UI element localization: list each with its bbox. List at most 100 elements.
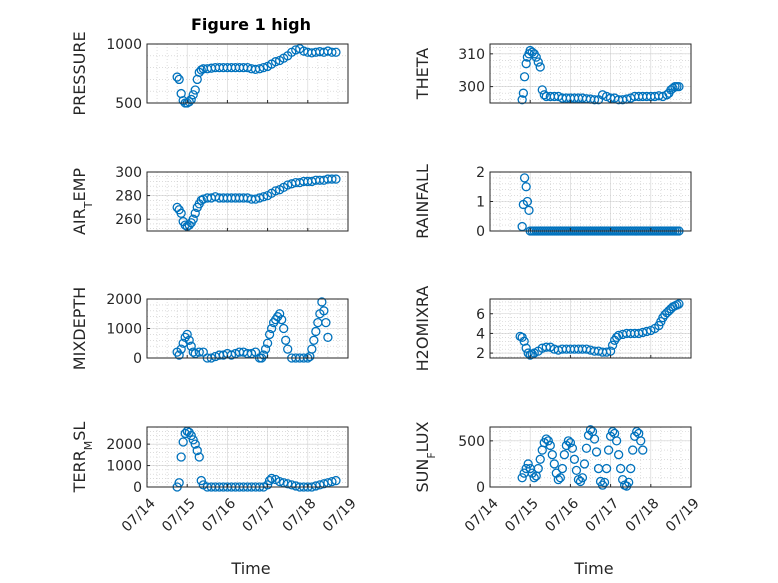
data-point	[522, 196, 533, 207]
data-point	[601, 463, 612, 474]
y-axis-label: AIRTEMP	[70, 168, 95, 235]
data-point	[539, 90, 549, 100]
y-tick-label: 0	[133, 480, 142, 496]
data-point	[184, 97, 194, 107]
data-point	[517, 473, 527, 483]
data-point	[190, 85, 200, 95]
data-point	[597, 480, 608, 490]
subplot-1: 500 1000 PRESSURE	[70, 31, 349, 116]
data-point	[519, 72, 530, 82]
data-point	[545, 440, 555, 451]
data-point	[577, 473, 588, 483]
y-tick-label: 280	[115, 189, 142, 205]
data-point	[190, 208, 200, 218]
data-point	[674, 81, 684, 92]
data-point	[309, 335, 319, 345]
data-point	[277, 314, 287, 325]
data-point	[543, 436, 553, 446]
data-point	[585, 425, 596, 435]
data-point	[618, 474, 628, 485]
data-point	[327, 47, 337, 57]
axes-box	[146, 426, 349, 488]
data-point	[632, 426, 642, 437]
y-tick-label: 0	[133, 351, 142, 367]
data-point	[283, 180, 293, 190]
data-point	[331, 47, 341, 57]
data-point	[636, 436, 646, 446]
data-point	[331, 475, 341, 486]
data-point	[521, 182, 531, 192]
data-point	[186, 341, 196, 351]
data-point	[180, 220, 190, 230]
x-tick-label: 07/18	[623, 495, 663, 535]
data-point	[579, 459, 590, 469]
data-point	[674, 299, 684, 309]
data-point	[182, 329, 192, 340]
data-point	[533, 463, 543, 474]
y-tick-label: 2000	[106, 437, 142, 453]
axes-box	[146, 43, 349, 104]
data-point	[188, 90, 198, 100]
data-point	[613, 450, 624, 460]
y-tick-label: 1000	[106, 322, 142, 338]
data-point	[317, 297, 327, 307]
data-point	[258, 62, 269, 73]
data-point	[535, 454, 545, 464]
data-point	[521, 59, 531, 69]
data-point	[264, 475, 275, 486]
data-point	[266, 473, 277, 484]
data-point	[262, 480, 273, 490]
data-point	[607, 426, 618, 437]
x-tick-label: 07/19	[663, 495, 703, 535]
data-point	[611, 436, 622, 446]
y-tick-label: 1000	[106, 459, 142, 475]
y-tick-label: 260	[115, 212, 142, 228]
data-point	[531, 52, 541, 62]
data-point	[567, 443, 578, 453]
y-tick-label: 4	[476, 326, 485, 342]
data-point	[524, 205, 534, 216]
data-point	[254, 64, 265, 74]
data-point	[628, 445, 638, 455]
data-point	[581, 443, 592, 453]
data-point	[549, 459, 559, 469]
data-point	[616, 463, 626, 474]
data-point	[529, 473, 539, 483]
data-point	[626, 463, 636, 474]
data-point	[331, 174, 341, 184]
data-point	[557, 463, 568, 474]
data-point	[327, 174, 337, 184]
data-point	[519, 336, 529, 346]
data-point	[180, 428, 190, 439]
data-point	[537, 85, 547, 95]
data-point	[281, 335, 291, 345]
y-axis-label: H2OMIXRA	[413, 286, 432, 372]
data-point	[250, 194, 261, 204]
subplot-4: 0 1 2 RAINFALL	[413, 164, 692, 240]
x-tick-label: 07/15	[159, 495, 199, 535]
data-point	[541, 434, 551, 444]
data-point	[254, 193, 265, 203]
data-point	[260, 344, 271, 354]
data-point	[517, 95, 527, 105]
data-point	[591, 447, 602, 457]
data-point	[196, 475, 206, 486]
y-tick-label: 310	[458, 47, 485, 63]
y-tick-label: 500	[458, 434, 485, 450]
data-point	[188, 214, 198, 224]
data-point	[190, 439, 200, 449]
y-tick-label: 6	[476, 307, 485, 323]
subplot-2: 300 310 THETA	[413, 43, 692, 105]
data-point	[563, 436, 574, 446]
data-point	[589, 434, 600, 444]
y-tick-label: 2000	[106, 292, 142, 308]
data-point	[521, 463, 531, 474]
data-point	[603, 445, 614, 455]
y-tick-label: 1000	[106, 37, 142, 53]
data-point	[553, 474, 563, 485]
data-point	[559, 450, 570, 460]
data-point	[321, 317, 331, 328]
data-point	[327, 476, 337, 487]
data-point	[624, 477, 634, 488]
